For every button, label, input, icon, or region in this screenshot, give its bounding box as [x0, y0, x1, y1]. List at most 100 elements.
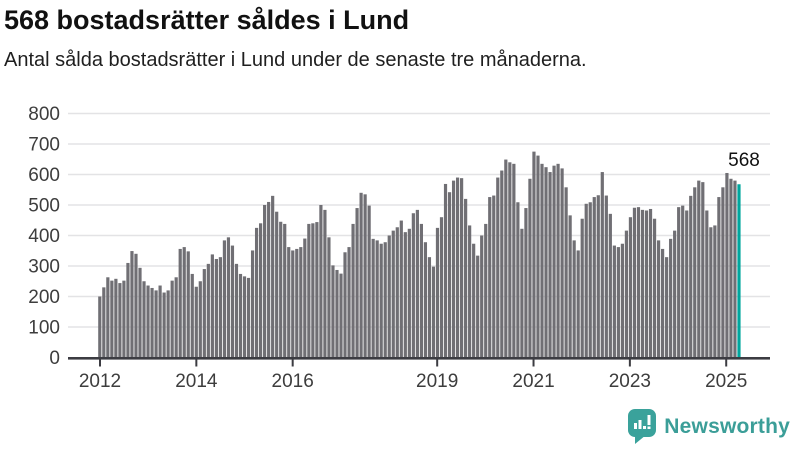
- y-axis-label: 200: [28, 287, 60, 308]
- bar: [644, 210, 649, 358]
- bar: [106, 277, 110, 358]
- bar: [263, 205, 267, 358]
- bar: [468, 225, 472, 358]
- bar: [464, 198, 468, 358]
- bar: [331, 265, 335, 358]
- bar: [693, 187, 697, 358]
- bar: [504, 159, 508, 358]
- bar: [656, 240, 661, 358]
- bar: [246, 277, 251, 358]
- bar: [395, 227, 399, 358]
- bar: [697, 180, 701, 358]
- bar: [681, 205, 685, 358]
- bar: [307, 223, 311, 358]
- bar: [492, 195, 496, 358]
- x-axis-label: 2023: [609, 371, 651, 392]
- bar: [628, 217, 633, 358]
- bar: [415, 209, 419, 358]
- bar: [110, 280, 114, 358]
- bar: [335, 269, 339, 358]
- bar: [435, 227, 440, 358]
- bar: [146, 285, 150, 358]
- bar: [194, 286, 198, 358]
- bar: [431, 266, 436, 358]
- bar: [271, 195, 275, 358]
- bar: [689, 195, 693, 358]
- y-axis-label: 0: [49, 348, 60, 369]
- bar: [150, 287, 154, 358]
- newsworthy-bubble-icon: [628, 409, 657, 444]
- bar: [439, 217, 444, 358]
- bar: [259, 223, 263, 358]
- bar: [588, 202, 592, 358]
- last-value-annotation: 568: [728, 150, 760, 171]
- bar: [460, 178, 464, 358]
- bar: [652, 218, 657, 358]
- bar: [717, 197, 721, 358]
- chart-title: 568 bostadsrätter såldes i Lund: [4, 5, 410, 35]
- bar: [512, 163, 516, 358]
- bar: [516, 202, 520, 358]
- bar: [427, 257, 432, 358]
- bar: [556, 163, 560, 358]
- bar: [283, 223, 287, 358]
- newsworthy-wordmark: Newsworthy: [664, 414, 790, 438]
- bar: [391, 230, 395, 358]
- bar: [648, 208, 653, 358]
- bar: [186, 251, 190, 358]
- newsworthy-logo[interactable]: Newsworthy: [628, 409, 790, 444]
- bar: [275, 211, 279, 358]
- bar: [532, 151, 536, 358]
- bar: [158, 285, 162, 358]
- bar: [608, 213, 612, 358]
- bar: [669, 238, 673, 358]
- bar: [363, 194, 367, 358]
- y-axis-label: 700: [28, 135, 60, 156]
- bar: [685, 210, 689, 358]
- bar: [451, 180, 456, 358]
- bar: [287, 247, 291, 358]
- x-axis-label: 2019: [416, 371, 458, 392]
- bar: [596, 195, 600, 358]
- bar: [632, 207, 637, 358]
- bar: [524, 208, 528, 358]
- bar: [182, 247, 186, 358]
- bar: [178, 248, 182, 358]
- bar: [367, 205, 371, 358]
- bar: [564, 187, 568, 358]
- bar: [624, 230, 629, 358]
- bar: [347, 247, 351, 358]
- bar: [661, 248, 665, 358]
- chart-header: 568 bostadsrätter såldes i Lund Antal så…: [4, 2, 784, 72]
- bar: [528, 178, 532, 358]
- bar: [701, 182, 705, 358]
- bar: [576, 250, 580, 358]
- bar: [134, 253, 138, 358]
- bar: [379, 243, 383, 358]
- x-axis-label: 2025: [705, 371, 747, 392]
- bar: [500, 170, 504, 358]
- bar: [665, 257, 669, 358]
- bar: [540, 163, 544, 358]
- bar: [544, 167, 548, 358]
- bar: [279, 221, 283, 358]
- bar: [476, 255, 480, 358]
- bar: [359, 192, 363, 358]
- x-axis-label: 2012: [79, 371, 121, 392]
- bar: [729, 178, 733, 358]
- bar: [118, 283, 122, 358]
- bar: [733, 180, 737, 358]
- bar: [713, 225, 717, 358]
- bar: [166, 290, 170, 358]
- bar: [210, 254, 214, 358]
- bar: [214, 258, 218, 358]
- bar: [560, 168, 564, 358]
- x-axis-label: 2021: [512, 371, 554, 392]
- bar: [548, 172, 552, 358]
- bar: [206, 263, 210, 358]
- y-axis-label: 600: [28, 165, 60, 186]
- bar: [202, 269, 206, 358]
- bar: [419, 223, 423, 358]
